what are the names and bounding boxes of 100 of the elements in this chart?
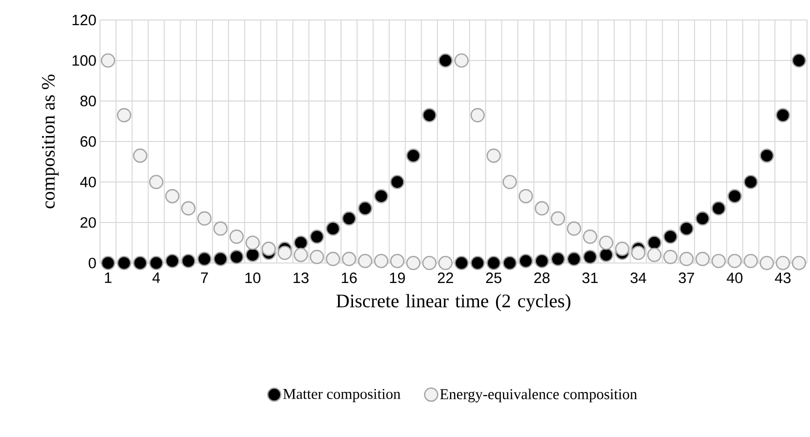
y-tick-label: 20 [80,217,96,228]
point [165,189,180,204]
point [470,108,485,122]
point [744,254,758,268]
x-tick-label: 28 [534,272,550,284]
x-tick-label: 37 [678,272,694,284]
point [599,248,614,262]
x-tick-label: 7 [201,272,208,283]
point [744,174,758,190]
point [342,211,356,226]
point [390,174,404,190]
point [599,236,614,250]
point [534,254,550,268]
point [438,256,453,270]
y-tick-label: 40 [80,176,96,188]
point [422,108,437,122]
y-tick-label: 0 [88,258,96,268]
x-tick-label: 13 [294,272,309,284]
point [116,256,132,270]
y-axis-title: composition as % [42,74,59,208]
point [566,221,582,236]
point [728,254,742,268]
point [246,248,260,262]
point [358,254,372,268]
point [470,256,485,270]
point [116,108,132,122]
point [310,250,324,264]
point [438,53,453,68]
point [550,252,566,266]
point [631,246,646,260]
x-tick-label: 43 [774,272,791,284]
point [213,252,228,266]
point [711,254,726,268]
point [326,221,340,236]
point [776,256,790,270]
point [294,236,308,250]
point [728,189,742,204]
point [695,252,710,266]
point [374,254,388,268]
x-tick-label: 10 [245,272,260,284]
point [374,189,388,204]
point [663,250,678,264]
point [534,201,550,216]
point [647,236,662,250]
x-tick-label: 25 [486,272,502,284]
point [615,242,630,256]
point [406,148,420,163]
point [550,211,566,226]
legend-label: Matter composition [283,388,400,402]
point [181,254,196,268]
point [326,252,340,266]
point [486,256,501,270]
x-tick-label: 4 [152,272,160,283]
point [246,236,260,250]
x-tick-label: 16 [342,272,357,284]
point [502,174,517,190]
point [711,201,726,216]
point [679,252,694,266]
y-tick-label: 60 [80,136,96,147]
point [229,230,244,244]
point [776,108,790,122]
point [406,256,420,270]
point [133,148,148,163]
point [181,201,196,216]
point [663,230,678,244]
point [390,254,404,268]
point [229,250,244,264]
point [100,53,116,68]
x-tick-label: 22 [438,272,454,284]
x-tick-label: 34 [630,272,646,284]
x-tick-label: 1 [105,272,112,283]
point [582,250,598,264]
y-tick-label: 120 [72,14,96,26]
point [294,248,308,262]
point [518,254,533,268]
point [197,211,212,226]
point [695,211,710,226]
x-tick-label: 40 [726,272,742,284]
point [486,148,501,163]
point [760,148,774,163]
y-tick-label: 80 [80,96,96,106]
point [647,248,662,262]
point [518,189,533,204]
point [197,252,212,266]
point [213,221,228,236]
point [566,252,582,266]
point [679,221,694,236]
point [165,254,180,268]
point [342,252,356,266]
point [262,242,276,256]
point [454,53,469,68]
point [502,256,517,270]
point [149,256,164,270]
point [149,174,164,190]
x-axis-title: Discrete linear time (2 cycles) [336,294,570,312]
point [133,256,148,270]
point [358,201,372,216]
point [454,256,469,270]
y-tick-label: 100 [72,55,96,66]
point [310,230,324,244]
